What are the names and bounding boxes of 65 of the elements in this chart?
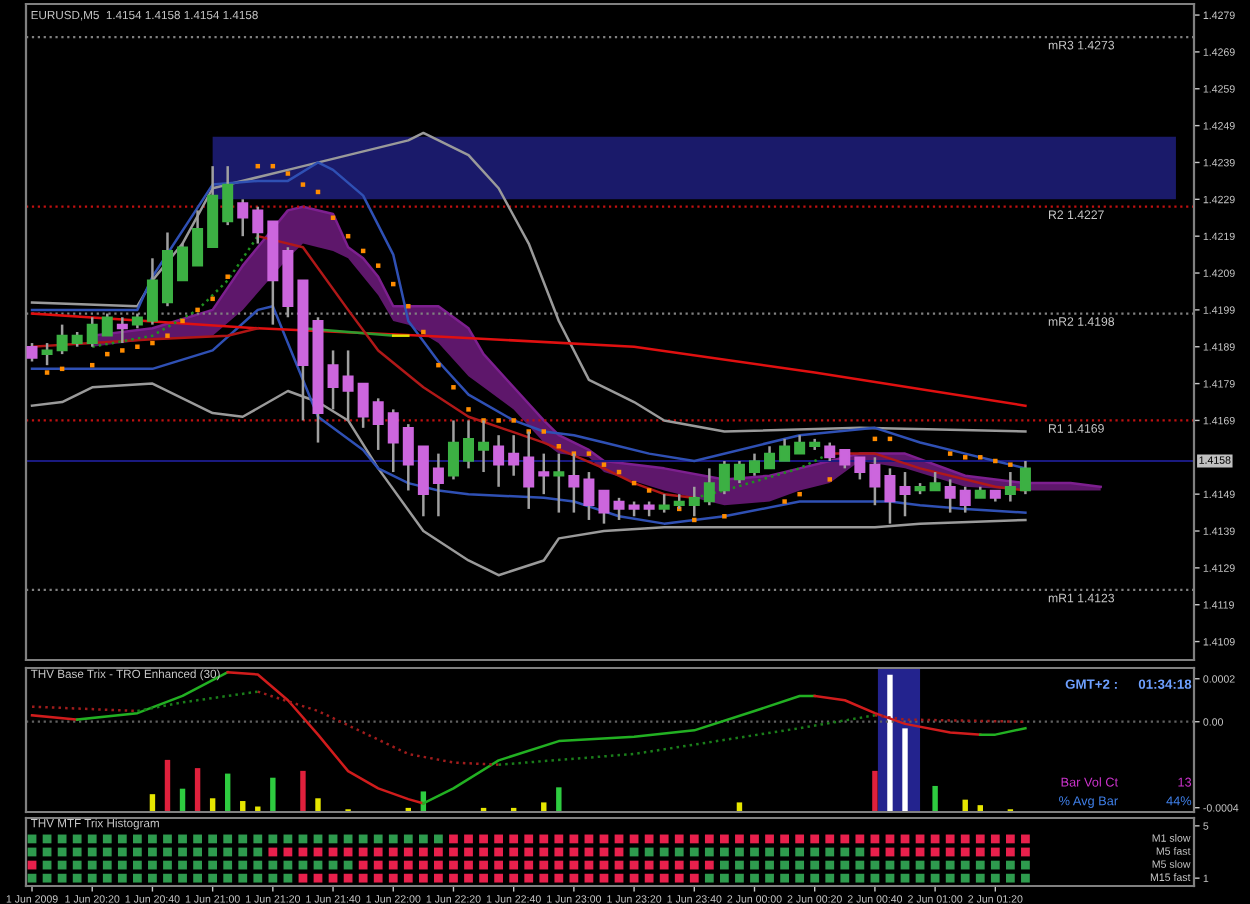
candlestick: [237, 198, 249, 238]
candlestick: [824, 441, 836, 463]
candlestick: [598, 489, 610, 525]
bar: [887, 674, 893, 812]
candlestick: [508, 433, 520, 477]
candlestick: [387, 408, 399, 474]
candlestick: [538, 452, 550, 496]
candlestick: [944, 478, 956, 514]
candlestick: [553, 452, 565, 514]
bar: [902, 728, 908, 812]
candlestick: [432, 452, 444, 518]
candlestick: [839, 448, 851, 470]
candlestick: [764, 445, 776, 470]
candlestick: [1019, 459, 1031, 496]
candlestick: [748, 452, 760, 477]
line-series: [813, 694, 982, 736]
line-series: [90, 234, 260, 348]
candlestick: [402, 422, 414, 492]
bar: [164, 759, 171, 812]
bar: [872, 770, 878, 812]
candlestick: [658, 492, 670, 514]
candlestick: [116, 316, 128, 345]
bar: [315, 798, 321, 812]
candlestick: [372, 397, 384, 452]
candlestick: [1004, 470, 1016, 503]
bar: [270, 777, 276, 812]
candlestick: [523, 430, 535, 511]
candlestick: [86, 316, 98, 348]
candlestick: [417, 445, 429, 518]
candlestick: [959, 485, 971, 514]
candlestick: [192, 209, 204, 267]
candlestick: [718, 459, 730, 496]
candlestick: [177, 242, 189, 282]
candlestick: [854, 456, 866, 481]
line-series: [30, 312, 1027, 407]
line-series: [30, 304, 1027, 525]
candlestick: [929, 470, 941, 492]
line-series: [256, 690, 500, 766]
bar: [932, 785, 938, 812]
bar: [556, 787, 562, 812]
candlestick: [613, 496, 625, 522]
candlestick: [463, 419, 475, 470]
candlestick: [56, 323, 68, 356]
candlestick: [688, 485, 700, 518]
candlestick: [146, 257, 158, 326]
line-series: [497, 714, 877, 766]
candlestick: [703, 467, 715, 507]
candlestick: [899, 470, 911, 518]
candlestick: [493, 433, 505, 489]
candlestick: [794, 433, 806, 455]
candlestick: [583, 470, 595, 522]
candlestick: [779, 437, 791, 463]
candlestick: [357, 382, 369, 430]
bar: [194, 768, 201, 812]
candlestick: [447, 419, 459, 481]
bar: [300, 770, 306, 812]
candlestick: [884, 467, 896, 525]
candlestick: [41, 341, 53, 367]
candlestick: [222, 164, 234, 227]
candlestick: [101, 312, 113, 337]
line-series: [30, 131, 1027, 433]
candlestick: [26, 341, 38, 363]
candlestick: [252, 205, 264, 245]
candlestick: [733, 459, 745, 485]
candlestick: [869, 456, 881, 507]
